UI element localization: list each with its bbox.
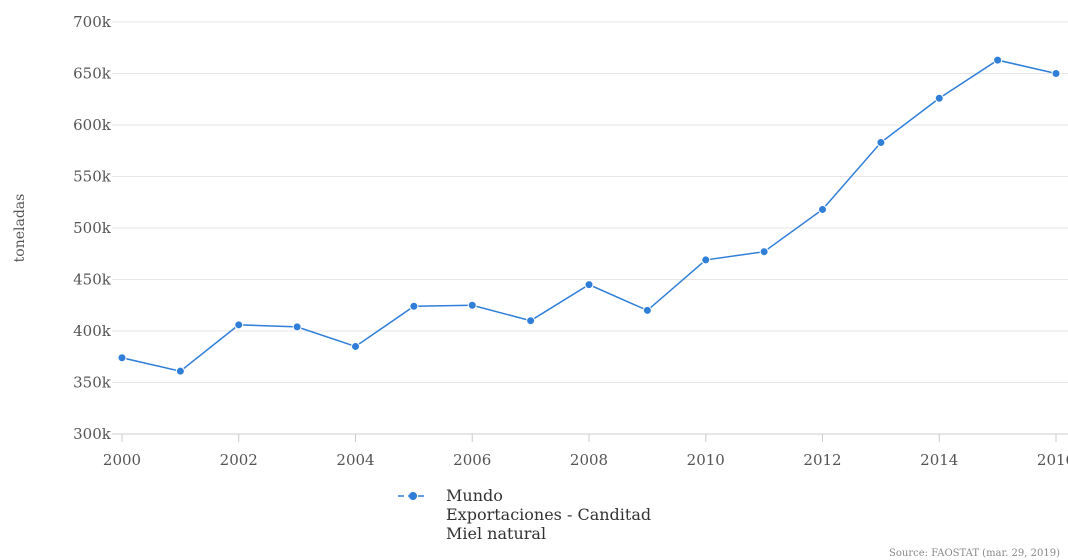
x-tick-label: 2004 [336,451,374,469]
data-point [642,305,652,315]
x-tick-label: 2008 [570,451,608,469]
data-point [467,300,477,310]
data-point [876,138,886,148]
series-line [121,59,1057,372]
series-group [117,55,1061,376]
data-point [175,366,185,376]
data-point [1051,69,1061,78]
legend-line-2: Exportaciones - Canditad [446,505,651,524]
y-tick-label: 450k [73,271,112,289]
x-tick-label: 2000 [103,451,141,469]
data-point [409,301,419,311]
y-tick-label: 550k [73,168,112,186]
data-point [993,55,1003,65]
y-tick-label: 300k [73,425,112,443]
x-tick-label: 2016 [1037,451,1068,469]
grid-lines [112,21,1068,383]
source-credit[interactable]: Source: FAOSTAT (mar. 29, 2019) [889,548,1060,559]
x-tick-label: 2006 [453,451,491,469]
y-axis-label: toneladas [12,194,28,263]
data-point [584,280,594,290]
data-point [292,322,302,332]
legend-dot-marker [409,492,417,500]
data-point [526,316,536,326]
y-tick-label: 500k [73,219,112,237]
y-tick-label: 400k [73,322,112,340]
data-point [818,204,827,214]
y-axis-ticks: 300k 350k 400k 450k 500k 550k 600k 650k 700k [73,13,112,443]
x-tick-label: 2012 [803,451,841,469]
x-tick-label: 2010 [687,451,725,469]
y-tick-label: 650k [73,65,112,83]
y-tick-label: 600k [73,116,112,134]
data-point [759,247,769,257]
data-point [234,320,244,330]
data-point [934,93,944,103]
x-axis-ticks: 2000 2002 2004 2006 2008 2010 2012 2014 2016 [103,434,1068,469]
data-point [351,341,360,351]
x-tick-label: 2002 [220,451,258,469]
y-tick-label: 700k [73,13,112,31]
data-point [701,255,711,265]
legend-line-1: Mundo [446,486,503,505]
x-tick-label: 2014 [920,451,958,469]
data-point [117,353,127,363]
legend-line-3: Miel natural [446,524,546,543]
y-tick-label: 350k [73,374,112,392]
legend[interactable]: Mundo Exportaciones - Canditad Miel natu… [398,486,651,543]
